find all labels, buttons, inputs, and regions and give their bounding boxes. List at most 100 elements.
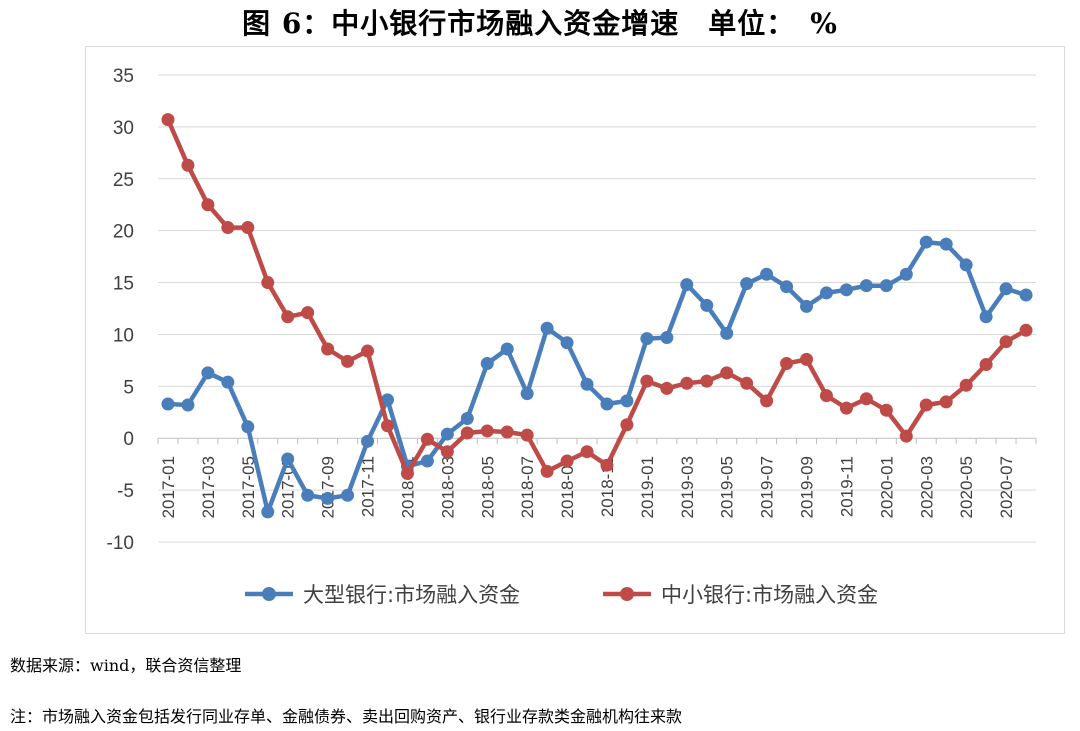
- data-point: [380, 393, 394, 407]
- data-point: [660, 381, 674, 395]
- data-point: [321, 491, 335, 505]
- data-point: [241, 221, 255, 235]
- x-tick-label: 2018-03: [438, 456, 457, 518]
- data-point: [540, 321, 554, 335]
- data-point: [839, 401, 853, 415]
- data-point: [480, 424, 494, 438]
- data-point: [580, 377, 594, 391]
- data-point: [560, 454, 574, 468]
- data-point: [819, 389, 833, 403]
- data-point: [899, 267, 913, 281]
- x-tick-label: 2020-01: [877, 456, 896, 518]
- data-point: [939, 395, 953, 409]
- data-point: [361, 344, 375, 358]
- data-point: [520, 387, 534, 401]
- data-point: [979, 358, 993, 372]
- data-point: [161, 397, 175, 411]
- data-point: [760, 394, 774, 408]
- data-point: [780, 280, 794, 294]
- data-point: [640, 374, 654, 388]
- data-point: [680, 278, 694, 292]
- data-point: [720, 366, 734, 380]
- data-point: [740, 277, 754, 291]
- data-point: [700, 298, 714, 312]
- data-point: [161, 113, 175, 127]
- data-point: [221, 221, 235, 235]
- x-tick-label: 2017-09: [319, 456, 338, 518]
- legend-marker: [262, 587, 276, 601]
- data-point: [1019, 288, 1033, 302]
- data-point: [281, 452, 295, 466]
- data-point: [460, 412, 474, 426]
- data-point: [301, 306, 315, 320]
- data-point: [819, 286, 833, 300]
- data-point: [440, 427, 454, 441]
- data-point: [400, 467, 414, 481]
- data-point: [500, 425, 514, 439]
- x-tick-label: 2019-07: [758, 456, 777, 518]
- data-point: [261, 505, 275, 519]
- x-tick-label: 2017-03: [199, 456, 218, 518]
- data-point: [540, 464, 554, 478]
- data-point: [859, 392, 873, 406]
- series-line-2: [165, 117, 1029, 476]
- data-point: [361, 434, 375, 448]
- data-point: [999, 335, 1013, 349]
- data-point: [600, 397, 614, 411]
- x-tick-label: 2018-07: [518, 456, 537, 518]
- data-point: [500, 342, 514, 356]
- y-tick-label: 25: [113, 170, 134, 191]
- data-point: [600, 458, 614, 472]
- x-tick-label: 2018-09: [558, 456, 577, 518]
- data-point: [859, 279, 873, 293]
- data-point: [959, 378, 973, 392]
- data-point: [201, 198, 215, 212]
- data-point: [301, 488, 315, 502]
- data-point: [780, 357, 794, 371]
- y-tick-label: 5: [123, 377, 134, 398]
- data-point: [181, 398, 195, 412]
- legend-label: 大型银行:市场融入资金: [303, 583, 520, 607]
- x-tick-label: 2020-03: [917, 456, 936, 518]
- data-point: [919, 398, 933, 412]
- line-chart: 35 30 25 20 15 10 5 0 -5 -10 2017-01 2017-03 2017-05…: [107, 66, 1037, 607]
- data-point: [560, 336, 574, 350]
- data-point: [480, 357, 494, 371]
- data-point: [281, 310, 295, 324]
- data-point: [660, 331, 674, 345]
- data-point: [520, 428, 534, 442]
- y-tick-label: 30: [113, 118, 134, 139]
- x-tick-label: 2020-07: [997, 456, 1016, 518]
- x-tick-label: 2019-01: [638, 456, 657, 518]
- y-tick-label: -5: [117, 481, 134, 502]
- data-point: [1019, 323, 1033, 337]
- x-tick-label: 2019-03: [678, 456, 697, 518]
- data-point: [879, 403, 893, 417]
- data-point: [241, 420, 255, 434]
- x-tick-label: 2020-05: [957, 456, 976, 518]
- data-point: [800, 299, 814, 313]
- data-point: [620, 394, 634, 408]
- data-point: [261, 276, 275, 290]
- data-point: [221, 375, 235, 389]
- y-tick-label: -10: [107, 533, 134, 554]
- data-source-note: 数据来源：wind，联合资信整理: [10, 656, 242, 675]
- y-tick-label: 20: [113, 222, 134, 243]
- y-tick-label: 0: [123, 429, 134, 450]
- data-point: [760, 267, 774, 281]
- data-point: [181, 158, 195, 172]
- data-point: [939, 237, 953, 251]
- data-point: [999, 282, 1013, 296]
- x-tick-label: 2019-05: [718, 456, 737, 518]
- data-point: [341, 354, 355, 368]
- data-point: [740, 376, 754, 390]
- data-point: [680, 376, 694, 390]
- data-point: [341, 488, 355, 502]
- data-point: [440, 445, 454, 459]
- y-tick-label: 15: [113, 274, 134, 295]
- data-point: [839, 283, 853, 297]
- x-tick-label: 2018-11: [598, 456, 617, 517]
- data-point: [460, 426, 474, 440]
- data-point: [620, 418, 634, 432]
- data-point: [879, 279, 893, 293]
